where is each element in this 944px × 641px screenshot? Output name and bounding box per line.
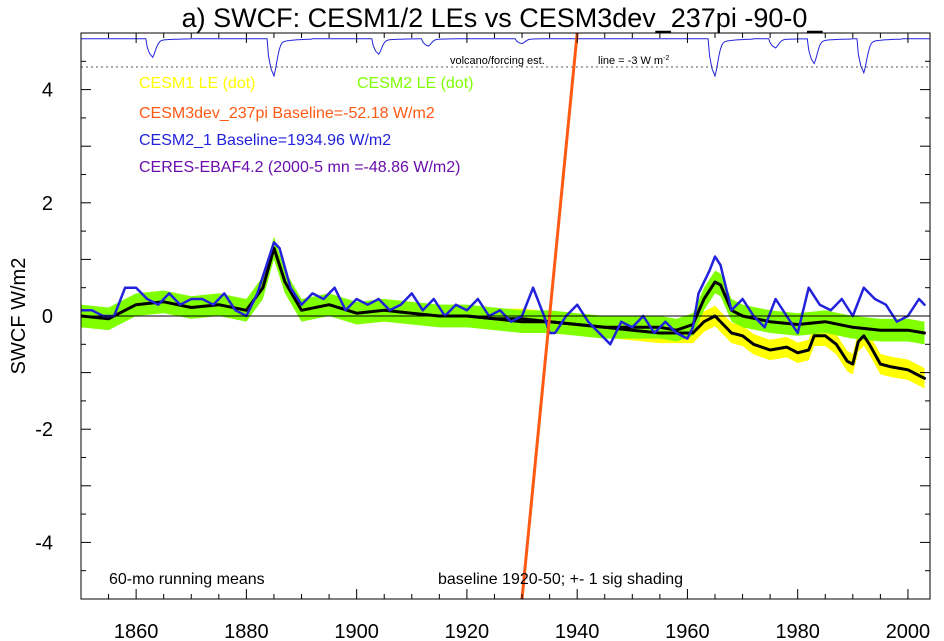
legend-cesm2-1: CESM2_1 Baseline=1934.96 W/m2 xyxy=(139,132,391,149)
legend-ceres: CERES-EBAF4.2 (2000-5 mn =-48.86 W/m2) xyxy=(139,159,460,176)
y-tick-label: 4 xyxy=(42,80,53,102)
x-tick-label: 1960 xyxy=(665,621,710,641)
cesm2-le-shading xyxy=(81,236,925,345)
running-means-note: 60-mo running means xyxy=(109,571,265,588)
cesm2-1-line xyxy=(81,241,926,346)
x-tick-label: 1900 xyxy=(334,621,379,641)
y-tick-label: 2 xyxy=(42,193,53,215)
forcing-trace xyxy=(81,38,930,78)
legend-cesm3dev: CESM3dev_237pi Baseline=-52.18 W/m2 xyxy=(139,105,435,122)
chart-title: a) SWCF: CESM1/2 LEs vs CESM3dev_237pi -… xyxy=(182,3,824,33)
line-note: line = -3 W m-2 xyxy=(598,55,669,67)
x-tick-label: 1920 xyxy=(445,621,490,641)
legend-cesm2-le: CESM2 LE (dot) xyxy=(357,75,473,92)
y-axis-label: SWCF W/m2 xyxy=(8,258,30,375)
x-tick-label: 2000 xyxy=(886,621,931,641)
x-tick-label: 1940 xyxy=(555,621,600,641)
cesm1-le-mean-line xyxy=(465,314,926,380)
y-tick-label: -4 xyxy=(35,532,53,554)
line-note-superscript: -2 xyxy=(663,55,669,62)
line-note-text: line = -3 W m xyxy=(598,55,663,67)
legend-cesm1-le: CESM1 LE (dot) xyxy=(139,75,255,92)
x-tick-label: 1860 xyxy=(114,621,159,641)
forcing-label: volcano/forcing est. xyxy=(450,55,545,67)
y-tick-label: 0 xyxy=(42,306,53,328)
x-tick-label: 1880 xyxy=(224,621,269,641)
x-tick-label: 1980 xyxy=(775,621,820,641)
y-tick-label: -2 xyxy=(35,419,53,441)
baseline-note: baseline 1920-50; +- 1 sig shading xyxy=(438,571,683,588)
